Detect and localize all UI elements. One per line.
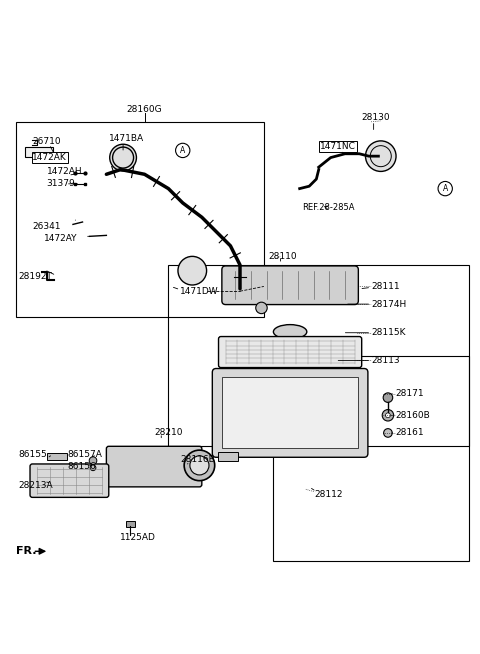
Text: 1471BA: 1471BA: [109, 134, 144, 143]
Text: 1125AD: 1125AD: [120, 534, 156, 542]
Text: 28110: 28110: [269, 252, 297, 261]
Circle shape: [184, 450, 215, 481]
Text: 1472AK: 1472AK: [33, 153, 67, 162]
Text: 28160B: 28160B: [395, 411, 430, 420]
Text: 86156: 86156: [67, 462, 96, 471]
Text: 28115K: 28115K: [371, 328, 406, 337]
Text: A: A: [180, 146, 185, 155]
Circle shape: [190, 456, 209, 475]
Text: 28116B: 28116B: [180, 455, 215, 464]
Text: 86157A: 86157A: [67, 450, 102, 459]
Text: 1472AH: 1472AH: [47, 167, 83, 177]
Circle shape: [382, 409, 394, 421]
Text: A: A: [443, 184, 448, 193]
Circle shape: [90, 465, 96, 471]
Text: 28160G: 28160G: [127, 105, 162, 114]
Circle shape: [365, 141, 396, 171]
Circle shape: [176, 143, 190, 158]
Circle shape: [383, 393, 393, 402]
Ellipse shape: [274, 324, 307, 339]
Text: 28161: 28161: [395, 428, 424, 438]
Text: 28171: 28171: [395, 389, 424, 398]
Text: 31379: 31379: [47, 179, 75, 188]
Circle shape: [89, 456, 97, 464]
FancyBboxPatch shape: [222, 266, 359, 305]
Text: FR.: FR.: [16, 546, 36, 557]
Text: 26710: 26710: [33, 137, 61, 146]
Circle shape: [178, 256, 206, 285]
Text: 86155: 86155: [18, 450, 47, 459]
FancyBboxPatch shape: [212, 368, 368, 457]
FancyBboxPatch shape: [30, 464, 109, 498]
Text: 28111: 28111: [371, 282, 400, 291]
Circle shape: [256, 302, 267, 314]
Circle shape: [384, 428, 392, 438]
Text: 28130: 28130: [362, 114, 390, 122]
Text: 28210: 28210: [154, 428, 182, 438]
Text: 28112: 28112: [314, 490, 342, 500]
FancyBboxPatch shape: [218, 451, 238, 461]
Text: 26341: 26341: [33, 222, 61, 232]
Text: 28213A: 28213A: [18, 481, 53, 490]
FancyBboxPatch shape: [47, 453, 67, 460]
Circle shape: [110, 145, 136, 171]
FancyBboxPatch shape: [222, 377, 358, 448]
Circle shape: [438, 181, 452, 196]
Text: 28192T: 28192T: [18, 273, 52, 281]
FancyBboxPatch shape: [107, 446, 202, 487]
FancyBboxPatch shape: [25, 146, 53, 157]
Text: REF.28-285A: REF.28-285A: [302, 203, 355, 212]
Text: 1471DW: 1471DW: [180, 287, 219, 296]
Text: 1472AY: 1472AY: [44, 234, 78, 243]
Text: 28174H: 28174H: [371, 300, 407, 309]
Text: 1471NC: 1471NC: [320, 142, 356, 151]
FancyBboxPatch shape: [218, 337, 362, 368]
FancyBboxPatch shape: [126, 521, 134, 527]
Text: 28113: 28113: [371, 356, 400, 365]
Circle shape: [385, 413, 390, 418]
